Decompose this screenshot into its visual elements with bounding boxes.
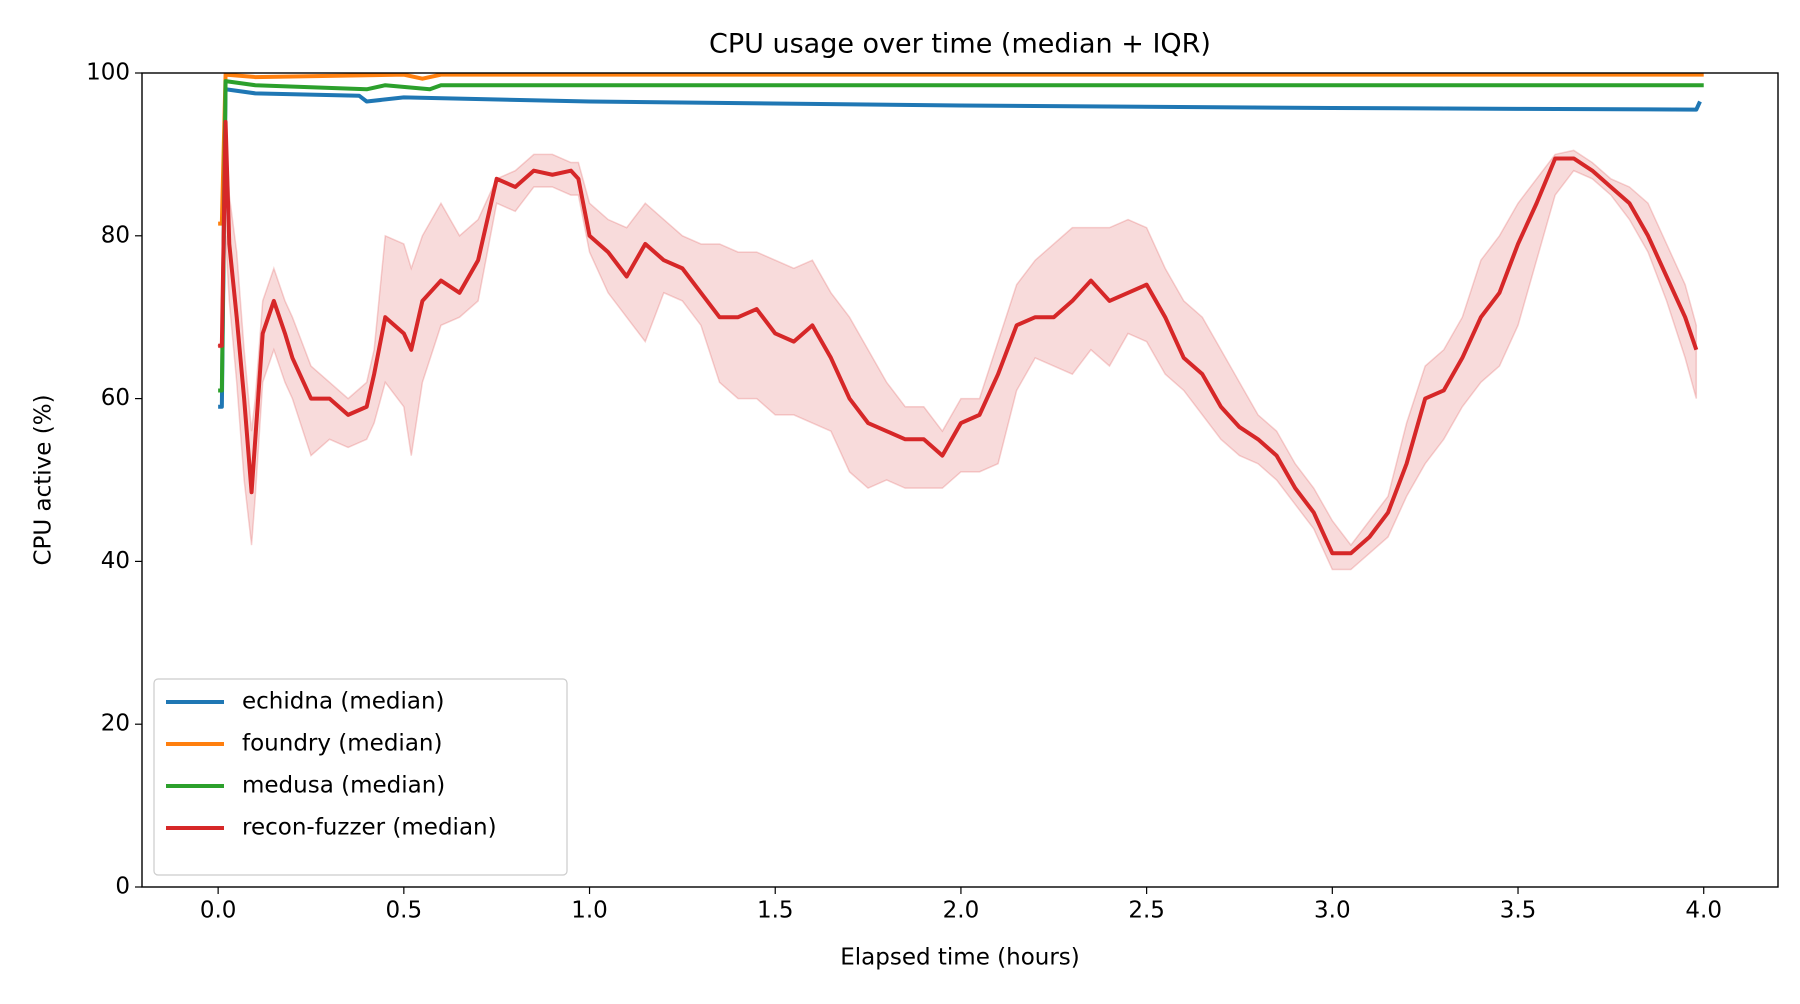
legend-label: medusa (median) xyxy=(242,773,445,799)
x-tick-label: 0.0 xyxy=(200,898,237,924)
y-tick-label: 40 xyxy=(101,548,130,574)
x-tick-label: 1.0 xyxy=(571,898,608,924)
axes-frame xyxy=(141,72,1779,888)
y-axis-label: CPU active (%) xyxy=(31,394,57,565)
x-tick-label: 4.0 xyxy=(1685,898,1722,924)
median-line xyxy=(218,119,1699,556)
y-tick-label: 60 xyxy=(101,385,130,411)
y-tick-label: 80 xyxy=(101,222,130,248)
plot-area xyxy=(217,73,1704,571)
x-tick-label: 3.5 xyxy=(1500,898,1537,924)
legend-box xyxy=(153,678,568,876)
x-axis-label: Elapsed time (hours) xyxy=(840,945,1080,971)
legend-label: echidna (median) xyxy=(242,689,445,715)
x-tick-label: 0.5 xyxy=(386,898,423,924)
legend-label: recon-fuzzer (median) xyxy=(242,815,497,841)
x-tick-label: 1.5 xyxy=(757,898,794,924)
x-tick-label: 2.5 xyxy=(1128,898,1165,924)
y-tick-label: 20 xyxy=(101,711,130,737)
y-tick-label: 0 xyxy=(115,874,130,900)
chart-title: CPU usage over time (median + IQR) xyxy=(709,29,1211,60)
x-tick-label: 2.0 xyxy=(943,898,980,924)
iqr-band xyxy=(217,121,1698,571)
x-tick-label: 3.0 xyxy=(1314,898,1351,924)
y-tick-label: 100 xyxy=(86,60,130,86)
legend-label: foundry (median) xyxy=(242,731,442,757)
